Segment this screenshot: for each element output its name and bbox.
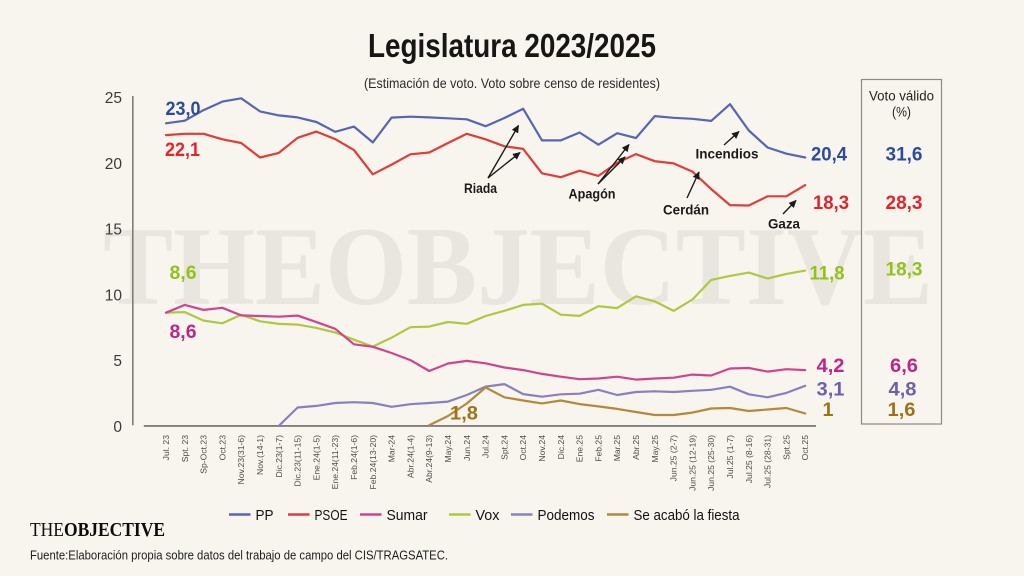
svg-text:Oct.23: Oct.23 [217,435,227,461]
svg-text:Jul.25 (8-16): Jul.25 (8-16) [744,435,754,483]
svg-text:Sumar: Sumar [387,507,428,524]
svg-text:Jul. 23: Jul. 23 [161,435,171,461]
svg-text:Jun.25 (12-19): Jun.25 (12-19) [687,435,697,491]
svg-text:1,6: 1,6 [888,399,916,421]
svg-text:20,4: 20,4 [811,144,847,166]
svg-text:Mar-24: Mar-24 [387,435,397,462]
svg-text:(%): (%) [892,105,911,120]
svg-text:Spt.25: Spt.25 [781,435,791,460]
svg-text:18,3: 18,3 [886,259,923,281]
svg-text:Nov.24: Nov.24 [537,435,547,462]
svg-text:May.25: May.25 [650,435,660,463]
svg-text:Jun.25 (2-7): Jun.25 (2-7) [669,435,679,481]
svg-text:Nov.(14-1): Nov.(14-1) [255,435,265,475]
svg-text:(Estimación de voto. Voto sobr: (Estimación de voto. Voto sobre censo de… [364,75,660,91]
svg-text:Jul.25 (28-31): Jul.25 (28-31) [763,435,773,488]
svg-text:Ene.24(1-5): Ene.24(1-5) [311,435,321,481]
svg-text:Sp-Oct.23: Sp-Oct.23 [199,435,209,474]
svg-text:1,8: 1,8 [450,404,478,425]
svg-text:THEOBJECTIVE: THEOBJECTIVE [103,205,933,329]
svg-text:Dic.23(1-7): Dic.23(1-7) [274,435,284,478]
svg-text:10: 10 [105,287,123,304]
svg-text:Incendios: Incendios [696,147,759,162]
svg-text:Cerdán: Cerdán [663,203,709,218]
svg-text:Feb.25: Feb.25 [593,435,603,462]
svg-text:Abr.24(9-13): Abr.24(9-13) [424,435,434,483]
svg-text:5: 5 [113,353,122,370]
svg-text:Se acabó la fiesta: Se acabó la fiesta [634,507,741,524]
svg-text:Dic.24: Dic.24 [556,435,566,460]
svg-text:0: 0 [113,419,122,436]
svg-text:31,6: 31,6 [886,144,923,166]
svg-text:THEOBJECTIVE: THEOBJECTIVE [30,519,165,541]
svg-text:Apagón: Apagón [569,187,616,202]
svg-text:25: 25 [105,90,122,107]
svg-text:Abr.24(1-4): Abr.24(1-4) [405,435,415,478]
svg-text:28,3: 28,3 [886,192,923,214]
svg-text:Oct.25: Oct.25 [800,435,810,461]
svg-text:23,0: 23,0 [166,99,201,120]
svg-text:4,2: 4,2 [817,355,845,377]
svg-text:Fuente:Elaboración propia sobr: Fuente:Elaboración propia sobre datos de… [30,548,448,563]
svg-text:Jul.25 (1-7): Jul.25 (1-7) [725,435,735,479]
svg-text:4,8: 4,8 [889,379,917,401]
svg-text:Jun.25 (25-30): Jun.25 (25-30) [706,435,716,491]
svg-text:Abr.25: Abr.25 [631,435,641,460]
svg-text:PSOE: PSOE [315,507,348,524]
svg-text:15: 15 [105,222,122,239]
svg-text:PP: PP [256,507,274,524]
svg-text:8,6: 8,6 [170,322,197,343]
svg-text:22,1: 22,1 [165,140,200,161]
svg-text:Oct.24: Oct.24 [518,435,528,461]
svg-text:Riada: Riada [464,181,497,196]
svg-text:Gaza: Gaza [768,217,800,232]
svg-text:18,3: 18,3 [813,192,849,214]
svg-text:1: 1 [823,399,834,421]
svg-text:Spt.24: Spt.24 [499,435,509,460]
svg-text:3,1: 3,1 [817,379,845,401]
svg-text:Nov.23(31-6): Nov.23(31-6) [236,435,246,485]
svg-text:May.24: May.24 [443,435,453,463]
svg-text:Ene.24(11-23): Ene.24(11-23) [330,435,340,489]
svg-text:Legislatura 2023/2025: Legislatura 2023/2025 [368,27,656,64]
svg-text:Feb.24(1-6): Feb.24(1-6) [349,435,359,480]
svg-text:Jun.24: Jun.24 [462,435,472,461]
svg-text:Jul.24: Jul.24 [481,435,491,458]
svg-text:11,8: 11,8 [810,263,845,285]
svg-text:Dic.23(11-15): Dic.23(11-15) [293,435,303,487]
svg-text:Vox: Vox [476,507,500,524]
svg-text:Mar.25: Mar.25 [612,435,622,461]
svg-text:6,6: 6,6 [890,355,918,377]
svg-text:Spt. 23: Spt. 23 [180,435,190,462]
svg-text:Voto válido: Voto válido [869,89,934,104]
svg-text:Ene.25: Ene.25 [575,435,585,462]
svg-text:Podemos: Podemos [538,507,595,524]
svg-text:8,6: 8,6 [170,263,197,284]
svg-text:20: 20 [105,156,123,173]
svg-text:Feb.24(13-20): Feb.24(13-20) [368,435,378,490]
